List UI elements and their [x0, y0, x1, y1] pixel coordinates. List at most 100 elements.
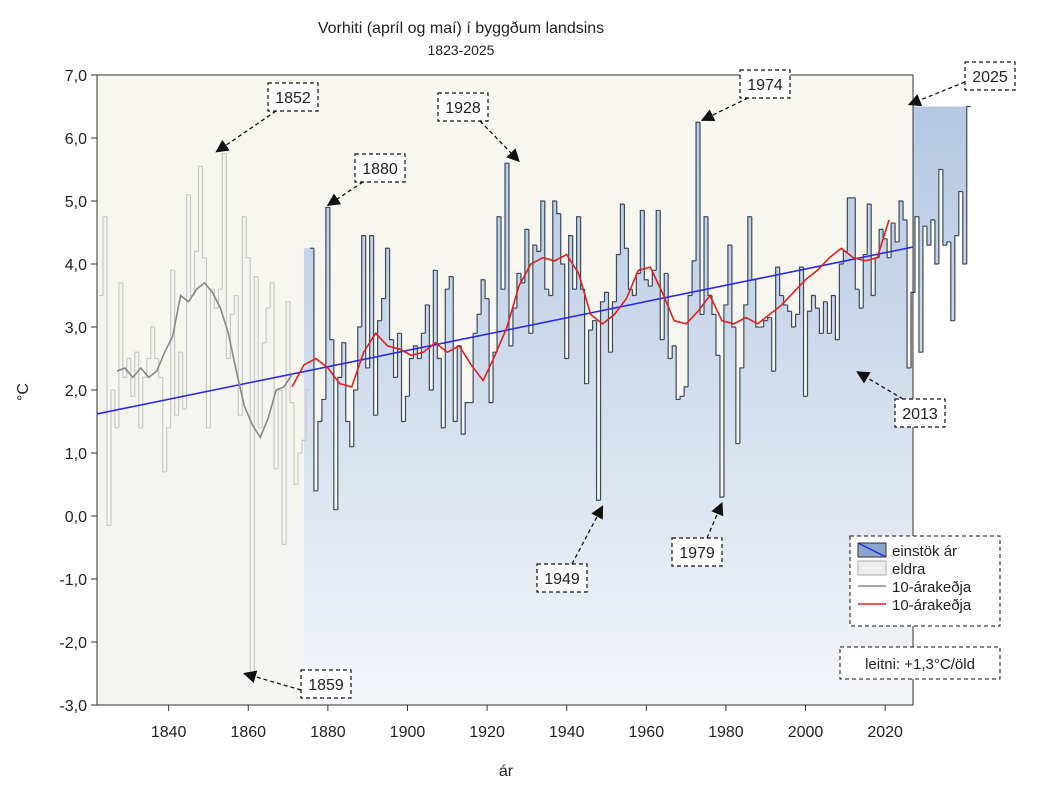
einstok-ar-bar-1901: [408, 357, 414, 397]
annotation-1949: 1949: [536, 505, 604, 593]
einstok-ar-bar-2029: [918, 216, 923, 353]
einstok-ar-bar-1983: [735, 327, 740, 445]
einstok-ar-bar-1930: [524, 228, 529, 283]
annotation-box: [267, 82, 319, 112]
annotation-1974: 1974: [700, 69, 791, 122]
einstok-ar-bar-1907: [432, 269, 438, 390]
einstok-ar-bar-1991: [767, 316, 772, 321]
einstok-ar-bar-2034: [938, 168, 943, 264]
einstok-ar-bar-1986: [747, 216, 752, 305]
x-tick-label: 1940: [549, 724, 585, 741]
einstok-ar-bar-1894: [381, 298, 386, 321]
einstok-ar-bar-1995: [783, 295, 788, 306]
einstok-ar-bar-2032: [930, 219, 935, 246]
einstok-ar-bar-1920: [484, 279, 490, 300]
annotation-arrow: [856, 371, 904, 400]
annotation-arrow: [571, 505, 604, 565]
legend-label: einstök ár: [892, 543, 957, 560]
annotation-arrow: [243, 670, 302, 691]
einstok-ar-bar-1912: [452, 276, 458, 423]
legend-label: 10-árakeðja: [892, 597, 972, 614]
einstok-ar-bar-2033: [934, 219, 939, 265]
einstok-ar-bar-1993: [775, 266, 780, 372]
einstok-ar-bar-2019: [878, 228, 884, 258]
einstok-ar-bar-1908: [436, 270, 442, 360]
einstok-ar-bar-1966: [667, 273, 673, 360]
eldra-bar-1874: [301, 439, 306, 453]
einstok-ar-bar-1903: [416, 345, 422, 360]
y-tick-label: -3,0: [59, 698, 87, 715]
einstok-ar-bar-1877: [313, 248, 318, 492]
eldra-bar-1863: [257, 276, 263, 429]
y-tick-label: -2,0: [59, 635, 87, 652]
einstok-ar-bar-1935: [544, 201, 549, 290]
einstok-ar-bar-1950: [603, 291, 609, 302]
eldra-bar-1844: [181, 352, 187, 410]
x-tick-label: 1960: [629, 724, 665, 741]
einstok-ar-bar-1985: [743, 304, 748, 368]
einstok-ar-bar-2008: [834, 295, 840, 341]
eldra-bar-1860: [245, 216, 251, 259]
einstok-ar-bar-1904: [420, 332, 426, 359]
einstok-ar-bar-1910: [444, 288, 450, 428]
einstok-ar-bar-1974: [699, 122, 705, 315]
annotation-label: 2025: [972, 69, 1008, 86]
chart-title: Vorhiti (apríl og maí) í byggðum landsin…: [318, 20, 604, 37]
einstok-ar-bar-1879: [321, 398, 326, 422]
eldra-bar-1857: [233, 294, 239, 315]
moving-average-new-line: [291, 219, 890, 388]
einstok-ar-bar-1911: [448, 276, 454, 290]
y-tick-label: 6,0: [65, 131, 87, 148]
einstok-ar-bar-1948: [595, 320, 601, 501]
axes: -3,0 -2,0 -1,0 0,0 1,0 2,0 3,0 4,0 5,0 6,0 7,0 1840…: [59, 68, 914, 741]
einstok-ar-bar-1889: [361, 235, 366, 327]
legend-label: eldra: [892, 561, 926, 578]
annotation-box: [894, 398, 946, 428]
legend-label: 10-árakeðja: [892, 579, 972, 596]
legend-item: 10-árakeðja: [858, 579, 972, 596]
annotation-arrow: [700, 97, 749, 122]
annotation-label: 1949: [544, 571, 580, 588]
einstok-ar-bar-2041: [966, 105, 971, 264]
einstok-ar-bar-1994: [779, 267, 784, 297]
einstok-ar-bar-1959: [639, 209, 645, 274]
eldra-bar-1836: [150, 326, 155, 359]
einstok-ar-bar-1893: [377, 320, 382, 416]
legend: einstök áreldra10-árakeðja10-árakeðjalei…: [839, 535, 1001, 680]
einstok-ar-bar-1982: [731, 245, 736, 328]
annotation-arrow: [326, 181, 364, 207]
einstok-ar-bar-1998: [794, 313, 800, 327]
einstok-ar-bar-1923: [496, 216, 502, 353]
einstok-ar-bar-1880: [325, 206, 330, 400]
einstok-ar-bar-1980: [723, 304, 728, 498]
eldra-bar-1871: [289, 301, 295, 404]
einstok-ar-bar-1964: [659, 210, 665, 341]
einstok-ar-bar-2028: [914, 216, 919, 293]
einstok-ar-bar-1954: [619, 203, 625, 255]
annotation-label: 1852: [275, 90, 311, 107]
x-tick-label: 1920: [469, 724, 505, 741]
einstok-ar-bar-1990: [763, 320, 768, 327]
moving-average-old-line: [116, 281, 293, 439]
einstok-ar-bar-1914: [460, 345, 466, 435]
eldra-bar-1841: [170, 269, 175, 428]
eldra-bar-1859: [241, 216, 247, 416]
x-tick-label: 1860: [230, 724, 266, 741]
einstok-ar-bar-1968: [675, 345, 681, 401]
einstok-ar-bar-1898: [396, 332, 402, 378]
einstok-ar-bar-1938: [556, 201, 561, 215]
einstok-ar-bar-1917: [472, 332, 478, 403]
einstok-ar-bar-1939: [560, 213, 565, 265]
einstok-ar-bar-1943: [576, 216, 581, 290]
trend-label: leitni: +1,3°C/öld: [865, 656, 975, 673]
eldra-bar-1824: [102, 216, 107, 296]
annotation-1852: 1852: [215, 82, 319, 153]
x-axis-label: ár: [499, 763, 514, 780]
einstok-ar-bar-2007: [830, 294, 836, 334]
einstok-ar-bar-2002: [810, 294, 816, 312]
recent-period-area: [303, 106, 971, 705]
eldra-bar-1826: [110, 389, 115, 526]
annotations: 1852 1880 1928 1974 2025 2013 1949 1979 1859: [215, 61, 1016, 699]
einstok-ar-bar-1952: [611, 301, 617, 353]
annotation-box: [354, 153, 406, 183]
